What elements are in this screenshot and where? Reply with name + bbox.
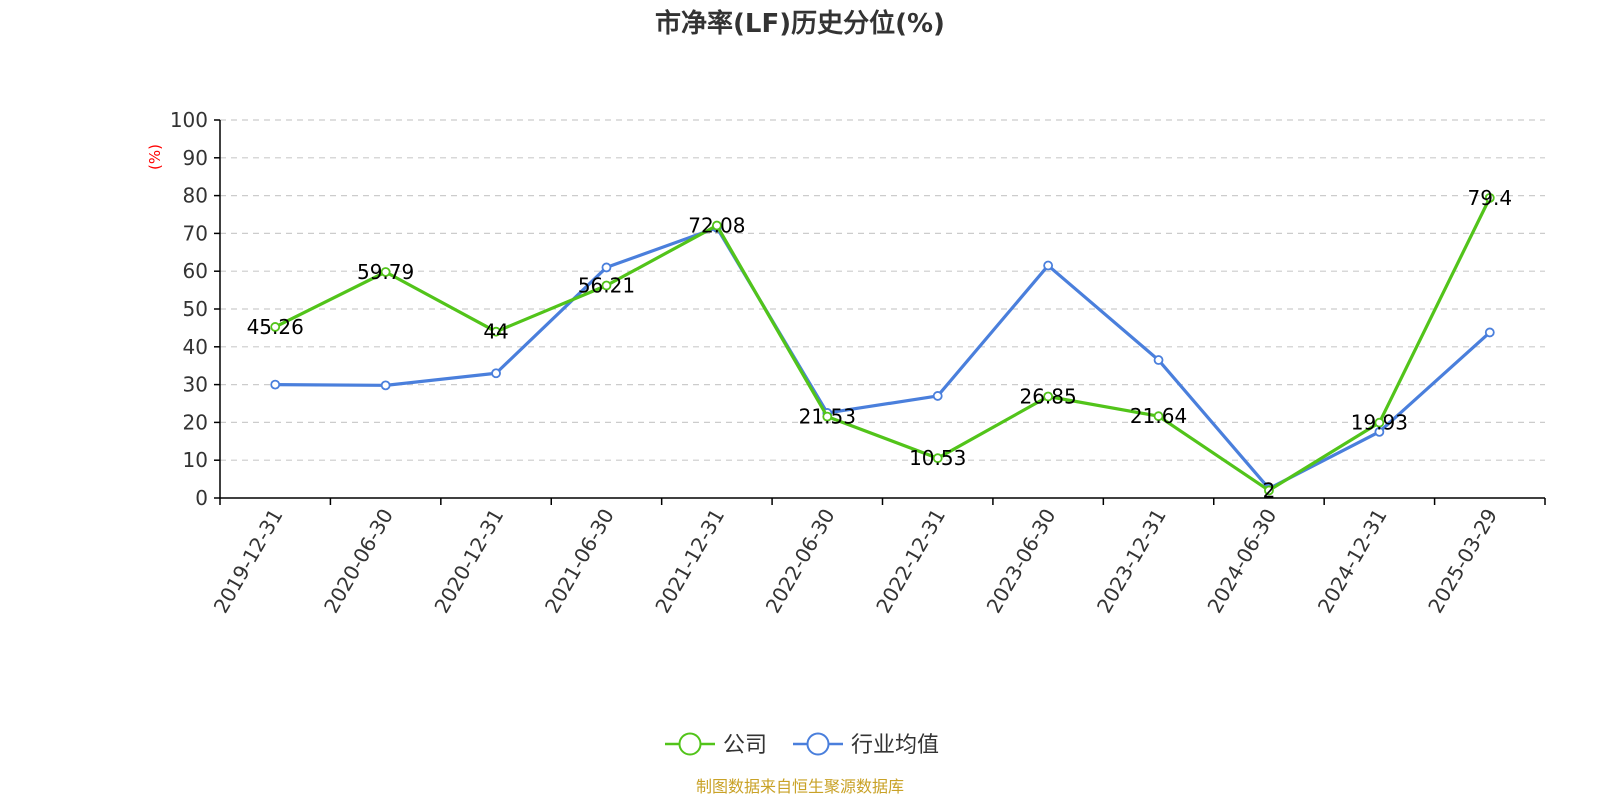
data-point-company[interactable] (270, 322, 281, 332)
data-label: 44 (483, 320, 508, 344)
data-point-company[interactable] (822, 411, 833, 422)
x-tick-label: 2022-06-30 (761, 505, 840, 618)
data-point-company[interactable] (711, 220, 722, 231)
data-source-note: 制图数据来自恒生聚源数据库 (696, 777, 904, 796)
y-tick-label: 60 (183, 259, 208, 283)
legend-marker (806, 732, 830, 756)
data-point-industry-avg[interactable] (380, 380, 391, 391)
data-label: 72.08 (688, 214, 745, 238)
data-labels: 45.26 59.79 44 56.21 72.08 21.53 10.53 26.85 21.… (247, 186, 1512, 503)
data-label: 19.93 (1351, 411, 1408, 435)
x-tick-label: 2020-06-30 (319, 505, 398, 618)
data-point-company[interactable] (1043, 391, 1054, 402)
grid-lines (220, 119, 1545, 461)
data-label: 79.4 (1468, 186, 1513, 210)
data-label: 26.85 (1019, 385, 1076, 409)
legend-item-industry-avg[interactable]: 行业均值 (793, 732, 939, 758)
data-point-industry-avg[interactable] (491, 368, 501, 379)
data-label: 10.53 (909, 446, 966, 470)
series-lines (270, 192, 1495, 496)
legend-label: 行业均值 (851, 733, 939, 758)
data-label: 45.26 (247, 315, 304, 339)
y-tick-label: 100 (170, 108, 208, 132)
series-line-industry-avg (275, 226, 1491, 491)
y-tick-label: 0 (195, 486, 208, 510)
x-axis-ticks: 2019-12-31 2020-06-30 2020-12-31 2021-06-30… (209, 498, 1546, 618)
data-point-company[interactable] (491, 326, 501, 337)
data-label: 21.64 (1130, 404, 1187, 428)
y-tick-label: 90 (183, 146, 208, 170)
x-tick-label: 2022-12-31 (871, 505, 950, 618)
x-tick-label: 2020-12-31 (429, 505, 508, 618)
data-point-company[interactable] (1264, 485, 1274, 496)
x-tick-label: 2021-06-30 (540, 505, 619, 618)
legend[interactable]: 公司 行业均值 (665, 732, 939, 758)
data-label: 56.21 (578, 274, 635, 298)
data-label: 21.53 (799, 405, 856, 429)
data-point-company[interactable] (1153, 411, 1164, 422)
data-point-company[interactable] (1374, 417, 1385, 428)
data-label: 2 (1263, 478, 1276, 502)
y-tick-label: 40 (183, 335, 208, 359)
data-point-industry-avg[interactable] (1484, 327, 1495, 338)
data-point-company[interactable] (932, 453, 943, 464)
data-point-industry-avg[interactable] (1374, 426, 1385, 437)
y-tick-label: 20 (183, 410, 208, 434)
data-point-company[interactable] (601, 280, 612, 291)
x-tick-label: 2021-12-31 (650, 505, 729, 618)
data-point-company[interactable] (380, 267, 391, 277)
y-tick-label: 10 (183, 448, 208, 472)
x-tick-label: 2024-06-30 (1202, 505, 1281, 618)
data-point-industry-avg[interactable] (601, 262, 612, 273)
legend-item-company[interactable]: 公司 (665, 732, 767, 758)
legend-marker (678, 732, 702, 756)
data-label: 59.79 (357, 260, 414, 284)
legend-label: 公司 (723, 733, 767, 758)
y-axis-ticks: 0 10 20 30 40 50 60 70 80 90 100 (170, 108, 220, 510)
y-tick-label: 80 (183, 184, 208, 208)
data-point-industry-avg[interactable] (270, 379, 281, 390)
x-tick-label: 2024-12-31 (1313, 505, 1392, 618)
y-axis-unit-label: (%) (146, 144, 164, 170)
x-tick-label: 2023-12-31 (1092, 505, 1171, 618)
y-tick-label: 70 (183, 221, 208, 245)
x-tick-label: 2025-03-29 (1423, 505, 1502, 618)
data-point-company[interactable] (1484, 192, 1495, 203)
chart-title: 市净率(LF)历史分位(%) (655, 8, 945, 39)
series-line-company (274, 197, 1492, 493)
x-tick-label: 2019-12-31 (209, 505, 288, 618)
y-tick-label: 30 (183, 373, 208, 397)
y-tick-label: 50 (183, 297, 208, 321)
data-point-industry-avg[interactable] (1043, 260, 1054, 271)
data-point-industry-avg[interactable] (932, 391, 943, 401)
data-point-industry-avg[interactable] (1153, 355, 1164, 365)
x-tick-label: 2023-06-30 (982, 505, 1061, 618)
